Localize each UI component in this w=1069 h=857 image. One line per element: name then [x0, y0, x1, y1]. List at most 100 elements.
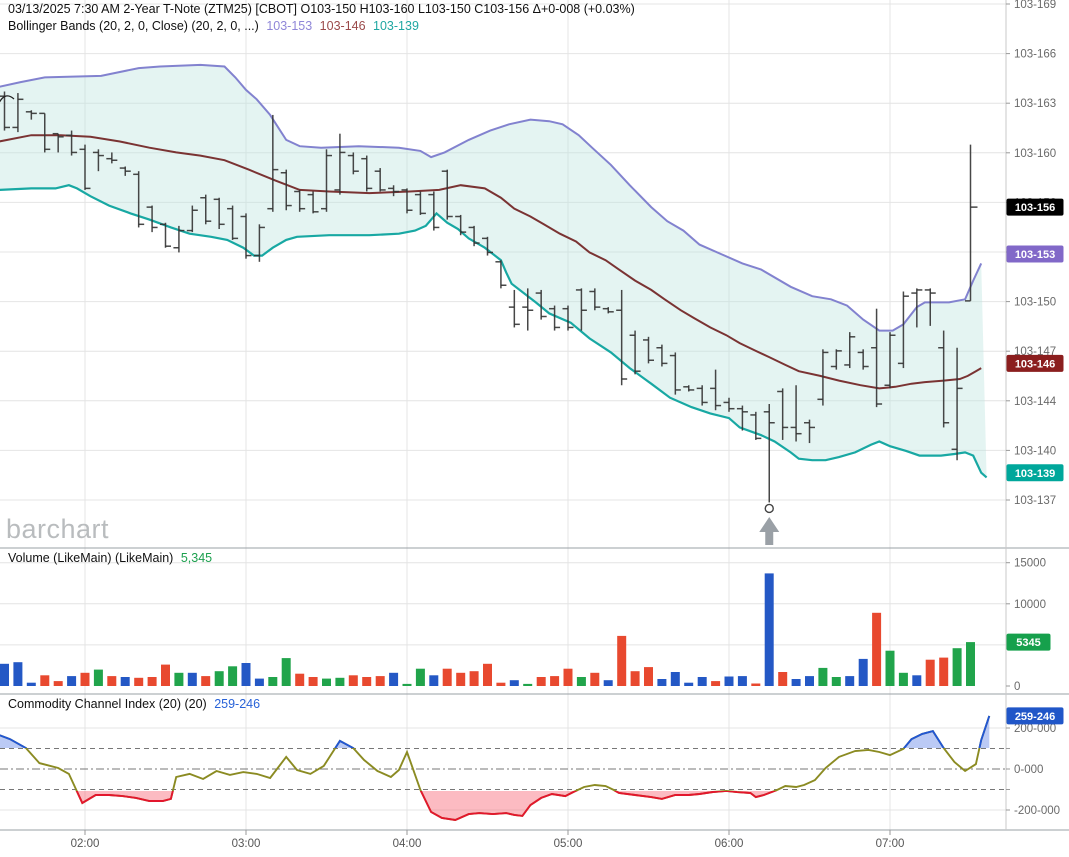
svg-text:103-163: 103-163: [1014, 98, 1056, 110]
svg-text:5345: 5345: [1016, 637, 1040, 649]
volume-bar: [805, 676, 814, 686]
volume-gridlines: [0, 562, 1006, 646]
volume-bar: [509, 680, 519, 686]
volume-bar: [161, 664, 170, 686]
volume-bar: [657, 679, 667, 686]
svg-text:259-246: 259-246: [1015, 711, 1055, 723]
svg-text:-200-000: -200-000: [1014, 805, 1060, 817]
volume-bar: [26, 682, 36, 686]
volume-bar: [308, 677, 318, 686]
vertical-gridlines: [84, 0, 891, 830]
volume-bar: [576, 677, 586, 686]
volume-bar: [281, 658, 291, 686]
bollinger-fill: [0, 64, 987, 478]
volume-bar: [147, 677, 157, 686]
volume-bar: [791, 679, 801, 686]
volume-bar: [442, 668, 452, 686]
volume-bar: [362, 677, 372, 686]
svg-text:15000: 15000: [1014, 558, 1046, 570]
bollinger-upper-line: [0, 63, 983, 332]
svg-text:07:00: 07:00: [876, 838, 905, 850]
volume-bar: [107, 676, 117, 686]
volume-bar: [563, 668, 573, 686]
volume-bar: [201, 676, 211, 686]
ohlc-bars: [0, 91, 978, 503]
volume-bar: [496, 682, 506, 686]
svg-text:0-000: 0-000: [1014, 764, 1043, 776]
volume-bar: [375, 676, 385, 686]
volume-bar: [603, 680, 613, 686]
svg-text:103-169: 103-169: [1014, 0, 1056, 11]
volume-bar: [724, 676, 734, 686]
svg-text:0: 0: [1014, 681, 1020, 693]
volume-bar: [872, 612, 882, 686]
svg-text:103-146: 103-146: [1015, 358, 1055, 370]
volume-bar: [670, 672, 680, 686]
volume-bar: [483, 663, 492, 686]
volume-bar: [966, 642, 975, 686]
annotations: [0, 95, 780, 545]
cci-oversold-fill: [76, 791, 775, 820]
volume-bar: [228, 666, 238, 686]
svg-text:06:00: 06:00: [715, 838, 744, 850]
volume-bar: [831, 677, 841, 686]
svg-text:103-166: 103-166: [1014, 49, 1056, 61]
volume-bar: [898, 672, 908, 686]
volume-bars: [0, 573, 975, 686]
bollinger-middle-line: [0, 134, 982, 390]
volume-bar: [697, 677, 707, 686]
right-price-axis: 103-169 103-166 103-163 103-160 103-156 103-1…: [1006, 0, 1060, 817]
bollinger-bands: [0, 63, 988, 479]
svg-text:103-156: 103-156: [1015, 202, 1055, 214]
volume-bar: [778, 672, 788, 686]
volume-bar: [711, 681, 721, 686]
volume-bar: [134, 677, 144, 686]
volume-bar: [456, 672, 466, 686]
volume-bar: [925, 659, 935, 686]
volume-bar: [912, 675, 922, 686]
svg-text:103-150: 103-150: [1014, 297, 1056, 309]
volume-bar: [429, 675, 439, 686]
up-arrow-annotation: [759, 517, 780, 545]
volume-bar: [0, 663, 9, 686]
cci-panel: [0, 715, 1006, 821]
svg-text:04:00: 04:00: [393, 838, 422, 850]
volume-bar: [952, 648, 962, 686]
volume-bar: [630, 671, 640, 686]
time-axis: 02:00 03:00 04:00 05:00 06:00 07:00: [71, 830, 905, 850]
axis-badge: [1006, 245, 1064, 263]
axis-badge: [1006, 707, 1064, 725]
volume-bar: [93, 669, 103, 686]
volume-bar: [590, 672, 600, 686]
volume-bar: [469, 671, 479, 686]
volume-bar: [214, 671, 224, 686]
volume-bar: [322, 678, 331, 686]
volume-bar: [818, 667, 828, 686]
volume-bar: [254, 678, 264, 686]
volume-bar: [241, 663, 251, 686]
volume-bar: [858, 658, 868, 686]
volume-bar: [764, 573, 774, 686]
svg-text:103-160: 103-160: [1014, 148, 1056, 160]
volume-bar: [751, 683, 761, 686]
volume-bar: [737, 676, 747, 686]
volume-bar: [174, 672, 184, 686]
spike-circle-marker: [764, 503, 774, 514]
volume-bar: [644, 667, 653, 686]
volume-bar: [335, 677, 345, 686]
volume-bar: [53, 681, 63, 686]
svg-text:03:00: 03:00: [232, 838, 261, 850]
volume-bar: [120, 677, 130, 686]
volume-bar: [684, 682, 694, 686]
volume-bar: [523, 683, 533, 686]
svg-text:103-139: 103-139: [1015, 468, 1055, 480]
volume-bar: [939, 657, 949, 686]
panel-separators: [0, 0, 1069, 831]
axis-badge: [1006, 633, 1051, 651]
volume-bar: [550, 676, 560, 686]
volume-bar: [40, 675, 50, 686]
volume-bar: [67, 676, 77, 686]
svg-text:103-144: 103-144: [1014, 396, 1057, 408]
